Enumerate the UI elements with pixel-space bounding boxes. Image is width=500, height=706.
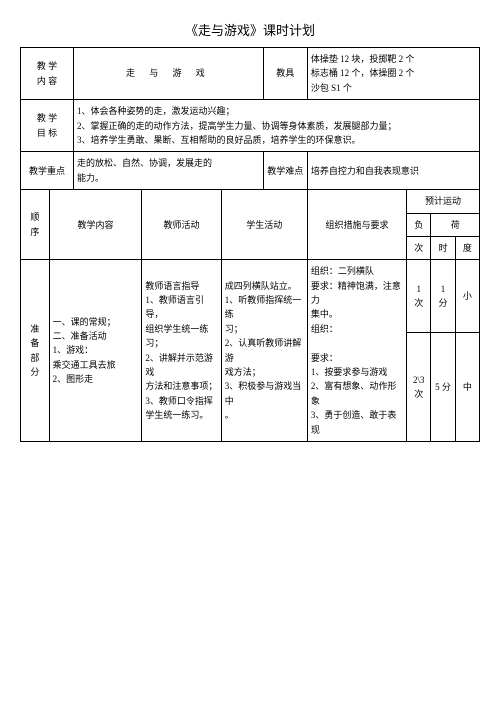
prep-org: 组织：二列横队 要求：精神饱满，注意力 集中。 组织： 要求： 1、按要求参与游… — [307, 260, 406, 442]
header-time: 时 — [431, 236, 455, 259]
header-load: 预计运动 — [407, 190, 480, 213]
label-equipment: 教具 — [263, 48, 307, 100]
header-load-a: 负 — [407, 213, 431, 236]
prep-student: 成四列横队站立。 1、听教师指挥统一练 习； 2、认真听教师讲解游 戏方法； 3… — [221, 260, 307, 442]
header-content: 教学内容 — [49, 190, 142, 260]
section-prep: 准 备 部 分 — [21, 260, 50, 442]
equipment-text: 体操垫 12 块，投掷靶 2 个 标志桶 12 个，体操圈 2 个 沙包 S1 … — [307, 48, 479, 100]
difficulty-text: 培养自控力和自我表现意识 — [307, 152, 479, 190]
prep-content: 一、课的常规； 二、准备活动 1、游戏： 乘交通工具去旅 2、图形走 — [49, 260, 142, 442]
keypoint-text: 走的放松、自然、协调，发展走的 能力。 — [73, 152, 263, 190]
objective-text: 1、体会各种姿势的走，激发运动兴趣； 2、掌握正确的走的动作方法，提高学生力量、… — [73, 100, 479, 152]
load-b3: 中 — [455, 332, 479, 441]
lesson-plan-table: 教 学 内 容 走 与 游 戏 教具 体操垫 12 块，投掷靶 2 个 标志桶 … — [20, 47, 480, 442]
content-text: 走 与 游 戏 — [73, 48, 263, 100]
load-b2: 5 分 — [431, 332, 455, 441]
header-seq: 顺 序 — [21, 190, 50, 260]
label-keypoint: 教学重点 — [21, 152, 74, 190]
header-org: 组织措施与要求 — [307, 190, 406, 260]
header-count: 次 — [407, 236, 431, 259]
header-student: 学生活动 — [221, 190, 307, 260]
label-content: 教 学 内 容 — [21, 48, 74, 100]
load-a1: 1 次 — [407, 260, 431, 333]
header-load-b: 荷 — [431, 213, 480, 236]
label-objective: 教 学 目 标 — [21, 100, 74, 152]
load-a3: 小 — [455, 260, 479, 333]
load-b1: 2\3 次 — [407, 332, 431, 441]
prep-teacher: 教师语言指导 1、教师语言引导， 组织学生统一练习； 2、讲解并示范游戏 方法和… — [142, 260, 221, 442]
label-difficulty: 教学难点 — [263, 152, 307, 190]
header-teacher: 教师活动 — [142, 190, 221, 260]
page-title: 《走与游戏》课时计划 — [20, 20, 480, 39]
header-degree: 度 — [455, 236, 479, 259]
load-a2: 1 分 — [431, 260, 455, 333]
